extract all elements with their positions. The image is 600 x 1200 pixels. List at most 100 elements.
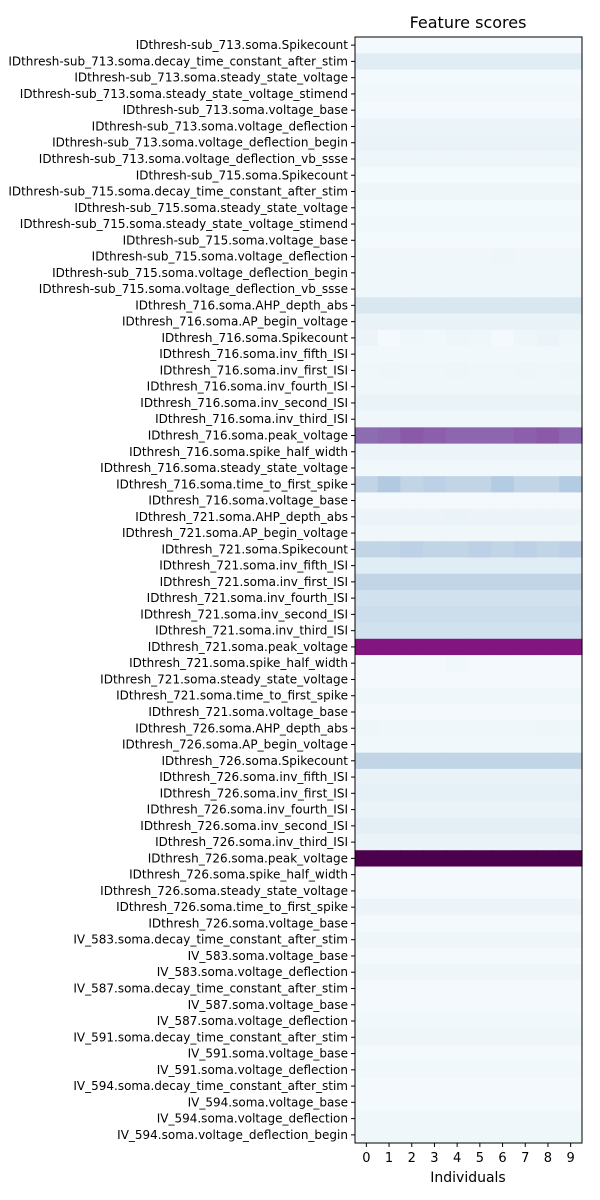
heatmap-cell <box>400 980 424 998</box>
heatmap-cell <box>491 557 515 575</box>
heatmap-cell <box>468 882 492 900</box>
heatmap-cell <box>491 671 515 689</box>
heatmap-cell <box>559 980 583 998</box>
heatmap-cell <box>513 394 538 412</box>
heatmap-cell <box>468 183 492 201</box>
heatmap-cell <box>400 557 424 575</box>
heatmap-cell <box>468 102 492 119</box>
heatmap-cell <box>559 703 583 721</box>
row-label: IDthresh_726.soma.inv_third_ISI <box>155 835 348 849</box>
heatmap-cell <box>423 378 447 396</box>
heatmap-cell <box>355 638 379 656</box>
heatmap-cell <box>445 1061 470 1079</box>
heatmap-cell <box>513 1029 538 1047</box>
heatmap-cell <box>423 768 447 786</box>
heatmap-cell <box>559 69 583 87</box>
heatmap-cell <box>355 378 379 396</box>
heatmap-cell <box>423 102 447 119</box>
heatmap-cell <box>491 996 515 1014</box>
heatmap-cell <box>377 638 401 656</box>
heatmap-cell <box>445 264 470 282</box>
heatmap-cell <box>559 476 583 494</box>
heatmap-cell <box>536 541 560 559</box>
heatmap-cell <box>536 102 560 119</box>
heatmap-cell <box>445 817 470 835</box>
heatmap-cell <box>400 768 424 786</box>
heatmap-cell <box>491 102 515 119</box>
heatmap-cell <box>468 801 492 819</box>
heatmap-cell <box>559 1029 583 1047</box>
heatmap-cell <box>559 768 583 786</box>
heatmap-cell <box>559 833 583 851</box>
heatmap-cell <box>377 752 401 770</box>
heatmap-cell <box>355 199 379 217</box>
heatmap-cell <box>377 37 401 54</box>
heatmap-cell <box>377 541 401 559</box>
heatmap-cell <box>536 980 560 998</box>
heatmap-cell <box>468 248 492 266</box>
heatmap-cell <box>377 1126 401 1144</box>
heatmap-cell <box>355 150 379 168</box>
heatmap-cell <box>423 964 447 981</box>
heatmap-cell <box>400 297 424 315</box>
heatmap-cell <box>536 573 560 591</box>
heatmap-cell <box>559 882 583 900</box>
heatmap-cell <box>559 964 583 981</box>
heatmap-cell <box>445 346 470 363</box>
heatmap-cell <box>400 541 424 559</box>
row-label: IDthresh-sub_715.soma.voltage_base <box>123 233 348 247</box>
row-label: IV_591.soma.voltage_deflection <box>157 1063 348 1077</box>
heatmap-cell <box>491 573 515 591</box>
row-label: IDthresh_721.soma.Spikecount <box>162 542 349 556</box>
heatmap-cell <box>400 866 424 884</box>
heatmap-cell <box>355 411 379 428</box>
heatmap-cell <box>468 280 492 298</box>
heatmap-cell <box>468 720 492 737</box>
heatmap-cell <box>536 947 560 965</box>
heatmap-cell <box>445 590 470 607</box>
row-label: IDthresh_716.soma.inv_second_ISI <box>140 396 348 410</box>
heatmap-cell <box>513 1110 538 1128</box>
heatmap-cell <box>445 427 470 445</box>
heatmap-cell <box>513 183 538 201</box>
heatmap-cell <box>491 752 515 770</box>
heatmap-cell <box>559 850 583 868</box>
heatmap-cell <box>445 443 470 461</box>
heatmap-cell <box>423 638 447 656</box>
heatmap-cell <box>513 801 538 819</box>
heatmap-cell <box>536 915 560 933</box>
heatmap-cell <box>513 85 538 103</box>
heatmap-cell <box>468 1094 492 1112</box>
heatmap-cell <box>423 606 447 624</box>
heatmap-cell <box>468 1012 492 1030</box>
row-label: IDthresh_721.soma.time_to_first_spike <box>116 689 348 703</box>
heatmap-cell <box>445 313 470 331</box>
heatmap-cell <box>355 1094 379 1112</box>
heatmap-cell <box>377 199 401 217</box>
heatmap-cell <box>513 329 538 347</box>
heatmap-cell <box>468 85 492 103</box>
heatmap-cell <box>355 329 379 347</box>
heatmap-cell <box>491 37 515 54</box>
heatmap-cell <box>423 1110 447 1128</box>
heatmap-cell <box>400 427 424 445</box>
heatmap-cell <box>559 557 583 575</box>
heatmap-cell <box>491 622 515 640</box>
heatmap-cell <box>445 232 470 250</box>
heatmap-cell <box>468 638 492 656</box>
row-label: IDthresh-sub_713.soma.voltage_deflection… <box>52 136 348 150</box>
heatmap-cell <box>445 53 470 71</box>
heatmap-cell <box>559 899 583 916</box>
heatmap-cell <box>445 752 470 770</box>
x-tick-label: 0 <box>362 1151 370 1166</box>
heatmap-cell <box>468 915 492 933</box>
heatmap-cell <box>423 329 447 347</box>
heatmap-cell <box>513 215 538 233</box>
heatmap-cell <box>491 411 515 428</box>
heatmap-cell <box>355 720 379 737</box>
heatmap-cell <box>377 427 401 445</box>
heatmap-cell <box>513 590 538 607</box>
heatmap-cell <box>355 85 379 103</box>
heatmap-cell <box>423 915 447 933</box>
heatmap-cell <box>445 411 470 428</box>
